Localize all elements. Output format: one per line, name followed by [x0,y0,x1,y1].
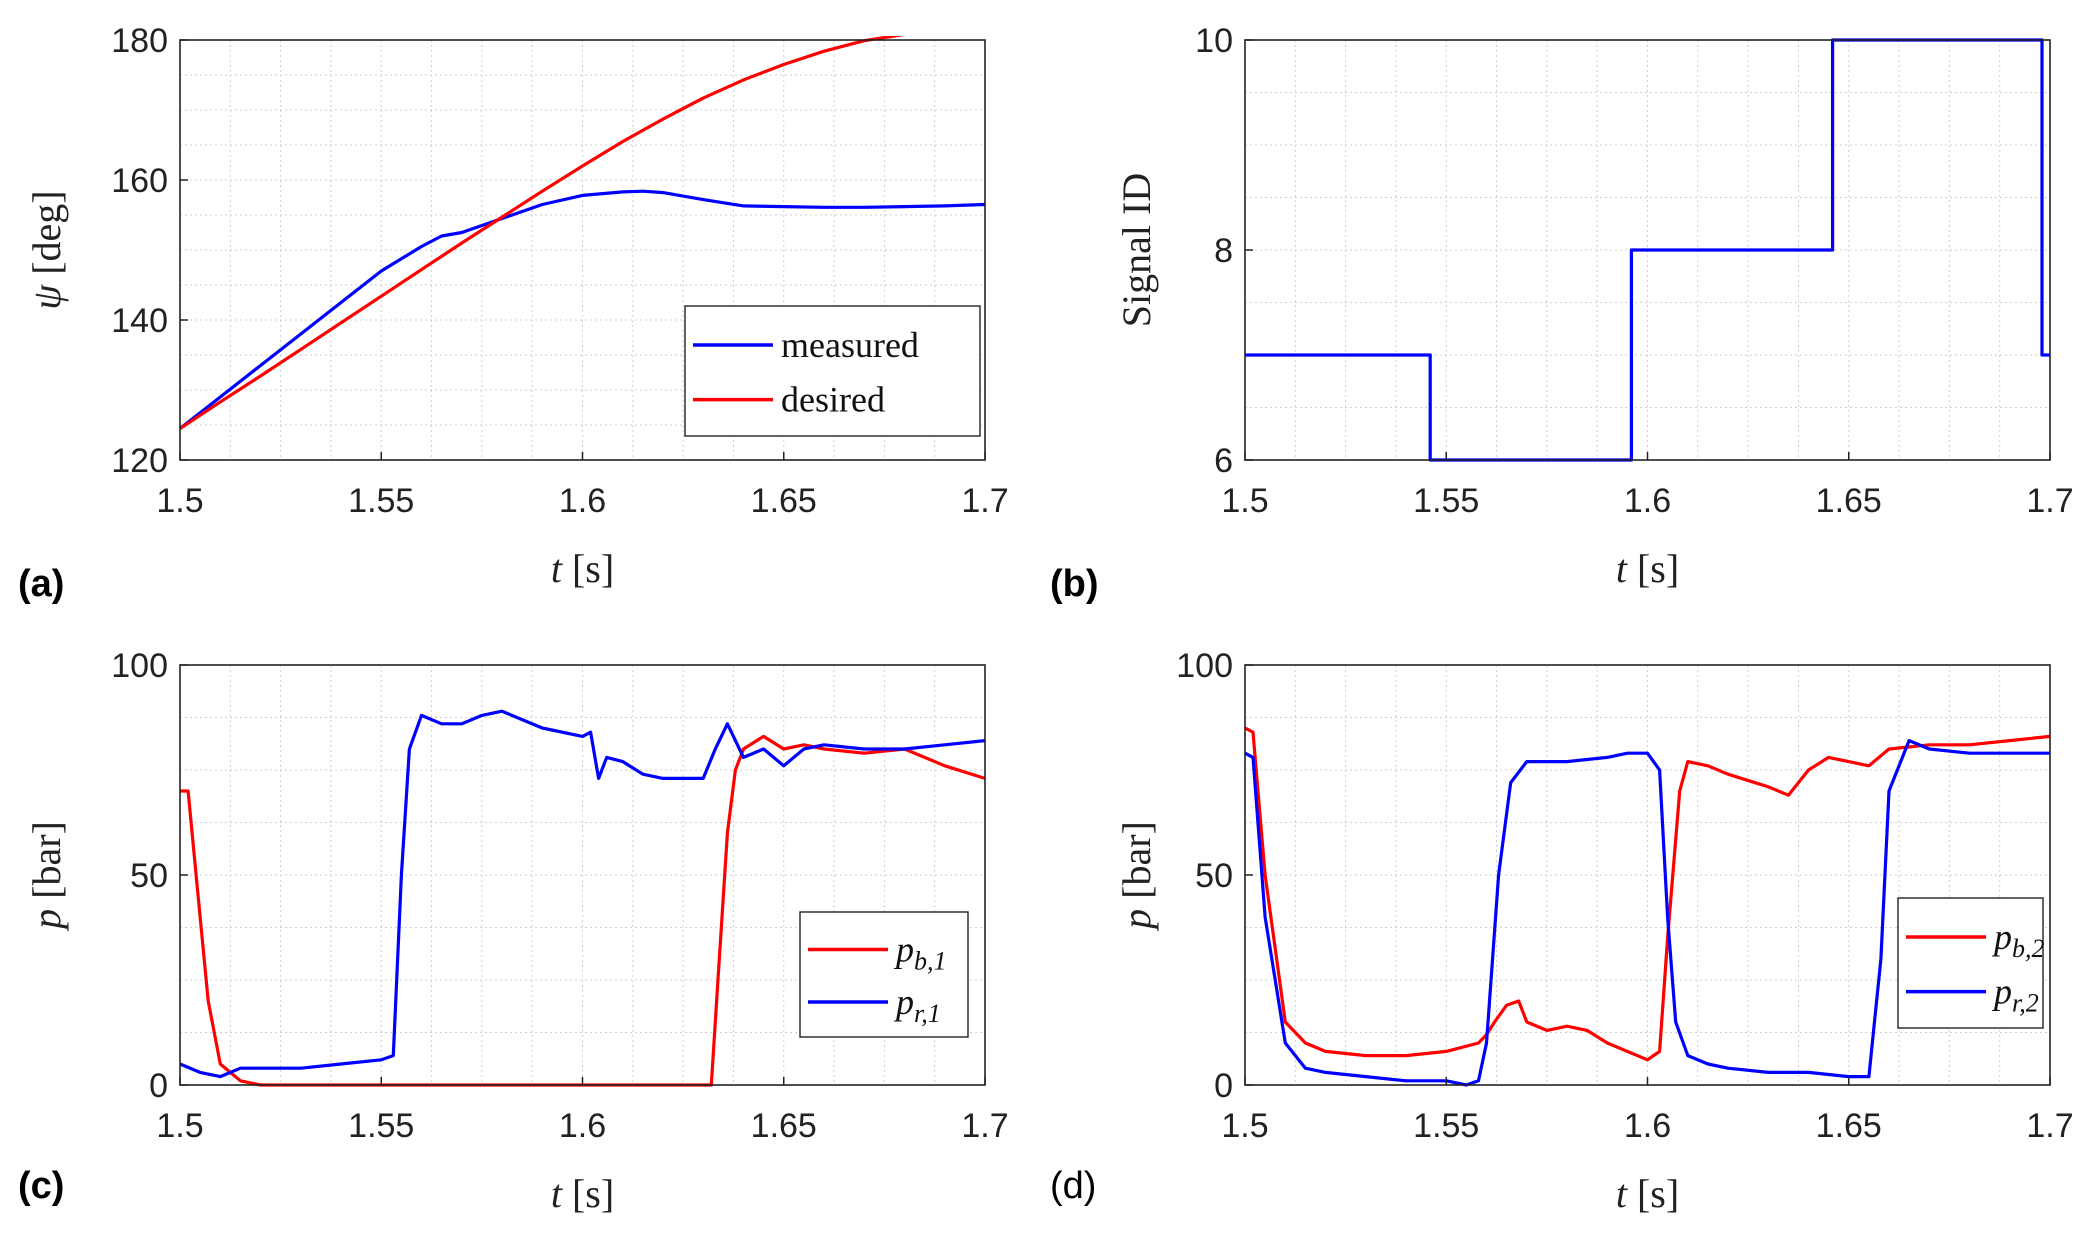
x-tick-label: 1.65 [1816,482,1882,520]
y-tick-label: 100 [1176,647,1233,685]
legend-entry: pr,2 [1991,972,2039,1018]
chart-panel-2: 1.5 1.55 1.6 1.65 1.7 6 8 10 t [s] Signal ID (b) [1050,22,2074,605]
y-tick-label: 0 [1214,1067,1233,1105]
x-tick-label: 1.55 [348,482,414,520]
x-tick-label: 1.55 [1413,1107,1479,1145]
legend-box [1897,897,2044,1029]
legend: pb,1 pr,1 [799,911,969,1038]
series-line-signal-id [1245,38,2050,462]
x-tick-label: 1.6 [559,1107,606,1145]
x-tick-label: 1.5 [1221,1107,1268,1145]
x-tick-label: 1.5 [156,1107,203,1145]
x-tick-label: 1.65 [1816,1107,1882,1145]
series-line-desired [180,36,905,430]
x-tick-label: 1.6 [1624,1107,1671,1145]
x-tick-label: 1.7 [961,1107,1008,1145]
series-line-b-2 [1245,726,2050,1062]
x-axis-label: t [s] [1616,1171,1679,1216]
legend: pb,2 pr,2 [1897,897,2045,1029]
legend: measured desired [684,305,981,437]
x-tick-label: 1.7 [2026,1107,2073,1145]
legend-entry: pr,1 [893,982,941,1028]
y-tick-label: 180 [111,22,168,60]
series-line-b-1 [180,734,985,1087]
legend-box [684,305,981,437]
legend-entry: pb,1 [893,930,947,976]
chart-panel-1: 1.5 1.55 1.6 1.65 1.7 120 140 160 180 t [s] ψ [deg… [18,22,1009,605]
chart-panel-4: 1.5 1.55 1.6 1.65 1.7 0 50 100 t [s] p [bar] (d) pb… [1050,647,2074,1216]
y-tick-label: 100 [111,647,168,685]
y-tick-label: 160 [111,162,168,200]
y-tick-label: 0 [149,1067,168,1105]
y-tick-label: 6 [1214,442,1233,480]
series-line-measured [180,189,985,430]
y-axis-label: Signal ID [1114,173,1159,327]
x-tick-label: 1.6 [559,482,606,520]
series-line-r-1 [180,709,985,1079]
y-tick-label: 10 [1195,22,1233,60]
panel-label: (b) [1050,563,1099,605]
x-tick-label: 1.6 [1624,482,1671,520]
x-tick-label: 1.65 [751,1107,817,1145]
x-tick-label: 1.7 [961,482,1008,520]
panel-label: (a) [18,563,64,605]
x-tick-label: 1.55 [348,1107,414,1145]
legend-entry: desired [781,380,885,420]
y-axis-label: p [bar] [24,821,69,932]
y-axis-label: ψ [deg] [24,190,69,309]
x-tick-label: 1.55 [1413,482,1479,520]
y-axis-label: p [bar] [1114,821,1159,932]
panel-label: (d) [1050,1165,1096,1207]
x-axis-label: t [s] [1616,546,1679,591]
x-tick-label: 1.7 [2026,482,2073,520]
legend-entry: pb,2 [1991,917,2045,963]
x-tick-label: 1.5 [1221,482,1268,520]
y-tick-label: 50 [1195,857,1233,895]
x-axis-label: t [s] [551,546,614,591]
legend-entry: measured [781,325,919,365]
y-tick-label: 50 [130,857,168,895]
x-axis-label: t [s] [551,1171,614,1216]
x-tick-label: 1.5 [156,482,203,520]
panel-label: (c) [18,1165,64,1207]
y-tick-label: 120 [111,442,168,480]
chart-panel-3: 1.5 1.55 1.6 1.65 1.7 0 50 100 t [s] p [bar] (c) pb… [18,647,1009,1216]
legend-box [799,911,969,1038]
series-line-r-2 [1245,738,2050,1087]
y-tick-label: 8 [1214,232,1233,270]
x-tick-label: 1.65 [751,482,817,520]
y-tick-label: 140 [111,302,168,340]
